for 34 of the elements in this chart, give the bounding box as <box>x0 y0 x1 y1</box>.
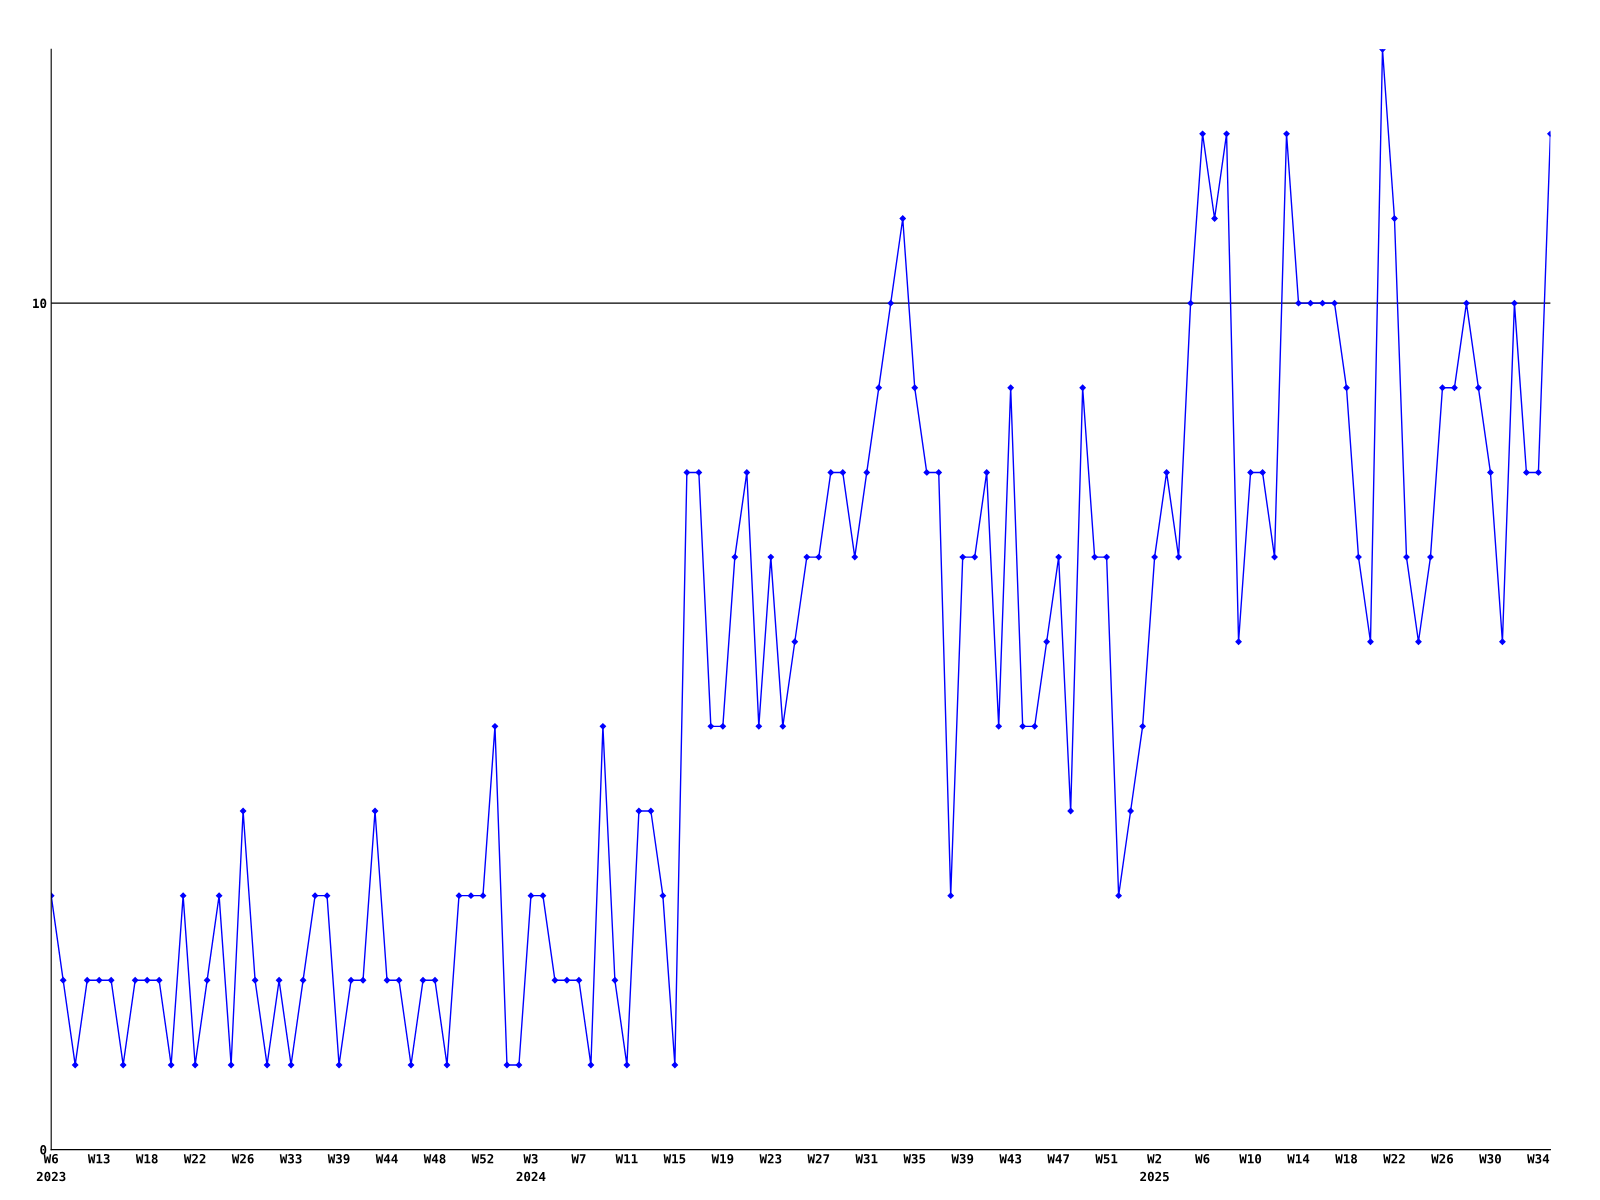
x-tick-label: W43 <box>999 1153 1022 1164</box>
x-tick-label: W31 <box>855 1153 878 1164</box>
x-tick-label: W51 <box>1095 1154 1118 1164</box>
x-tick-label: W33 <box>279 1153 302 1164</box>
x-tick-label: W35 <box>903 1153 926 1164</box>
x-tick-label: W27 <box>807 1153 830 1164</box>
x-tick-label: W11 <box>615 1154 638 1164</box>
x-tick-label: W6 2023 <box>36 1154 66 1182</box>
y-tick-label: 0 <box>40 1145 47 1155</box>
x-tick-label: W18 <box>135 1153 158 1164</box>
x-tick-label: W47 <box>1047 1154 1070 1164</box>
x-tick-label: W15 <box>663 1154 686 1164</box>
x-tick-label: W26 <box>231 1153 254 1164</box>
x-tick-label: W48 <box>423 1153 446 1164</box>
x-tick-label: W22 <box>1383 1153 1405 1164</box>
x-tick-label: W23 <box>759 1153 782 1164</box>
x-tick-label: W19 <box>711 1154 734 1164</box>
x-tick-label: W52 <box>471 1153 494 1164</box>
x-tick-label: W7 <box>571 1154 586 1164</box>
x-tick-label: W3 2024 <box>516 1153 546 1182</box>
x-tick-label: W39 <box>951 1153 974 1164</box>
x-tick-label: W6 <box>1195 1154 1210 1164</box>
x-tick-label: W22 <box>183 1153 206 1164</box>
x-tick-label: W13 <box>87 1153 110 1164</box>
x-tick-label: W44 <box>375 1154 398 1164</box>
y-tick-label: 10 <box>33 298 47 309</box>
x-tick-label: W14 <box>1287 1154 1310 1164</box>
x-tick-label: W30 <box>1479 1153 1501 1164</box>
x-tick-label: W39 <box>327 1153 350 1164</box>
x-tick-label: W34 <box>1527 1153 1550 1164</box>
x-tick-label: W18 <box>1335 1153 1358 1164</box>
x-tick-label: W26 <box>1431 1153 1454 1164</box>
x-tick-label: W10 <box>1239 1153 1262 1164</box>
x-tick-label: W2 2025 <box>1140 1153 1169 1182</box>
